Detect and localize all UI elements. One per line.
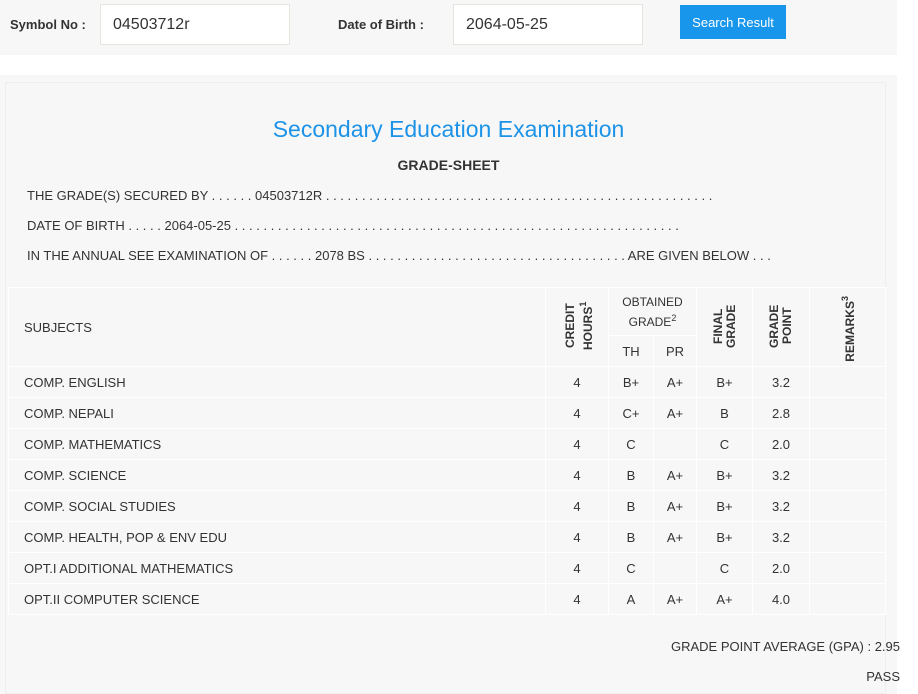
cell-pr: A+	[653, 490, 697, 522]
cell-credit: 4	[545, 428, 609, 460]
header-subjects: SUBJECTS	[8, 287, 546, 367]
cell-credit: 4	[545, 459, 609, 491]
header-remarks: REMARKS3	[809, 287, 886, 367]
cell-th: C	[608, 552, 654, 584]
cell-final: B+	[696, 521, 753, 553]
dob-label: Date of Birth :	[338, 17, 424, 32]
cell-remarks	[809, 521, 886, 553]
table-row: OPT.I ADDITIONAL MATHEMATICS 4 C C 2.0	[8, 552, 886, 584]
cell-credit: 4	[545, 366, 609, 398]
search-result-button[interactable]: Search Result	[680, 5, 786, 39]
cell-credit: 4	[545, 490, 609, 522]
cell-gp: 3.2	[752, 366, 810, 398]
cell-final: C	[696, 552, 753, 584]
cell-credit: 4	[545, 583, 609, 615]
cell-pr	[653, 552, 697, 584]
cell-final: B+	[696, 459, 753, 491]
cell-gp: 3.2	[752, 459, 810, 491]
table-row: COMP. ENGLISH 4 B+ A+ B+ 3.2	[8, 366, 886, 398]
grades-table: SUBJECTS CREDIT HOURS1 OBTAINED GRADE2 F…	[8, 287, 886, 615]
cell-gp: 3.2	[752, 521, 810, 553]
cell-remarks	[809, 366, 886, 398]
table-row: COMP. MATHEMATICS 4 C C 2.0	[8, 428, 886, 460]
cell-remarks	[809, 490, 886, 522]
table-row: COMP. HEALTH, POP & ENV EDU 4 B A+ B+ 3.2	[8, 521, 886, 553]
table-row: COMP. NEPALI 4 C+ A+ B 2.8	[8, 397, 886, 429]
cell-subject: COMP. SOCIAL STUDIES	[8, 490, 546, 522]
cell-final: A+	[696, 583, 753, 615]
exam-title: Secondary Education Examination	[272, 116, 625, 142]
header-credit-hours: CREDIT HOURS1	[545, 287, 609, 367]
cell-final: C	[696, 428, 753, 460]
table-row: COMP. SOCIAL STUDIES 4 B A+ B+ 3.2	[8, 490, 886, 522]
cell-final: B+	[696, 490, 753, 522]
dob-input[interactable]: 2064-05-25	[453, 4, 643, 45]
table-row: COMP. SCIENCE 4 B A+ B+ 3.2	[8, 459, 886, 491]
cell-th: A	[608, 583, 654, 615]
cell-th: B+	[608, 366, 654, 398]
cell-gp: 3.2	[752, 490, 810, 522]
cell-remarks	[809, 459, 886, 491]
cell-remarks	[809, 397, 886, 429]
cell-subject: OPT.II COMPUTER SCIENCE	[8, 583, 546, 615]
cell-gp: 2.8	[752, 397, 810, 429]
header-final-grade: FINAL GRADE	[696, 287, 753, 367]
cell-pr: A+	[653, 521, 697, 553]
cell-pr: A+	[653, 583, 697, 615]
cell-final: B	[696, 397, 753, 429]
dob-line: DATE OF BIRTH . . . . . 2064-05-25 . . .…	[27, 218, 679, 233]
cell-th: B	[608, 521, 654, 553]
cell-subject: COMP. ENGLISH	[8, 366, 546, 398]
cell-remarks	[809, 428, 886, 460]
cell-remarks	[809, 552, 886, 584]
cell-th: B	[608, 490, 654, 522]
cell-th: C	[608, 428, 654, 460]
cell-pr: A+	[653, 459, 697, 491]
secured-by-line: THE GRADE(S) SECURED BY . . . . . . 0450…	[27, 188, 713, 203]
cell-final: B+	[696, 366, 753, 398]
cell-gp: 2.0	[752, 428, 810, 460]
header-grade-point: GRADE POINT	[752, 287, 810, 367]
cell-credit: 4	[545, 552, 609, 584]
cell-credit: 4	[545, 397, 609, 429]
exam-line: IN THE ANNUAL SEE EXAMINATION OF . . . .…	[27, 248, 771, 263]
cell-credit: 4	[545, 521, 609, 553]
header-th: TH	[608, 335, 654, 367]
cell-subject: COMP. SCIENCE	[8, 459, 546, 491]
cell-th: C+	[608, 397, 654, 429]
table-row: OPT.II COMPUTER SCIENCE 4 A A+ A+ 4.0	[8, 583, 886, 615]
cell-remarks	[809, 583, 886, 615]
symbol-label: Symbol No :	[10, 17, 86, 32]
grade-sheet-subtitle: GRADE-SHEET	[397, 157, 500, 173]
cell-gp: 2.0	[752, 552, 810, 584]
header-obtained-grade: OBTAINED GRADE2	[608, 287, 697, 336]
cell-pr: A+	[653, 366, 697, 398]
gpa: GRADE POINT AVERAGE (GPA) : 2.95	[670, 639, 900, 654]
cell-subject: COMP. NEPALI	[8, 397, 546, 429]
cell-th: B	[608, 459, 654, 491]
cell-gp: 4.0	[752, 583, 810, 615]
result-status: PASS	[866, 669, 900, 684]
cell-subject: COMP. HEALTH, POP & ENV EDU	[8, 521, 546, 553]
cell-subject: OPT.I ADDITIONAL MATHEMATICS	[8, 552, 546, 584]
cell-pr: A+	[653, 397, 697, 429]
cell-pr	[653, 428, 697, 460]
cell-subject: COMP. MATHEMATICS	[8, 428, 546, 460]
search-bar: Symbol No : 04503712r Date of Birth : 20…	[0, 0, 897, 55]
header-pr: PR	[653, 335, 697, 367]
symbol-input[interactable]: 04503712r	[100, 4, 290, 45]
